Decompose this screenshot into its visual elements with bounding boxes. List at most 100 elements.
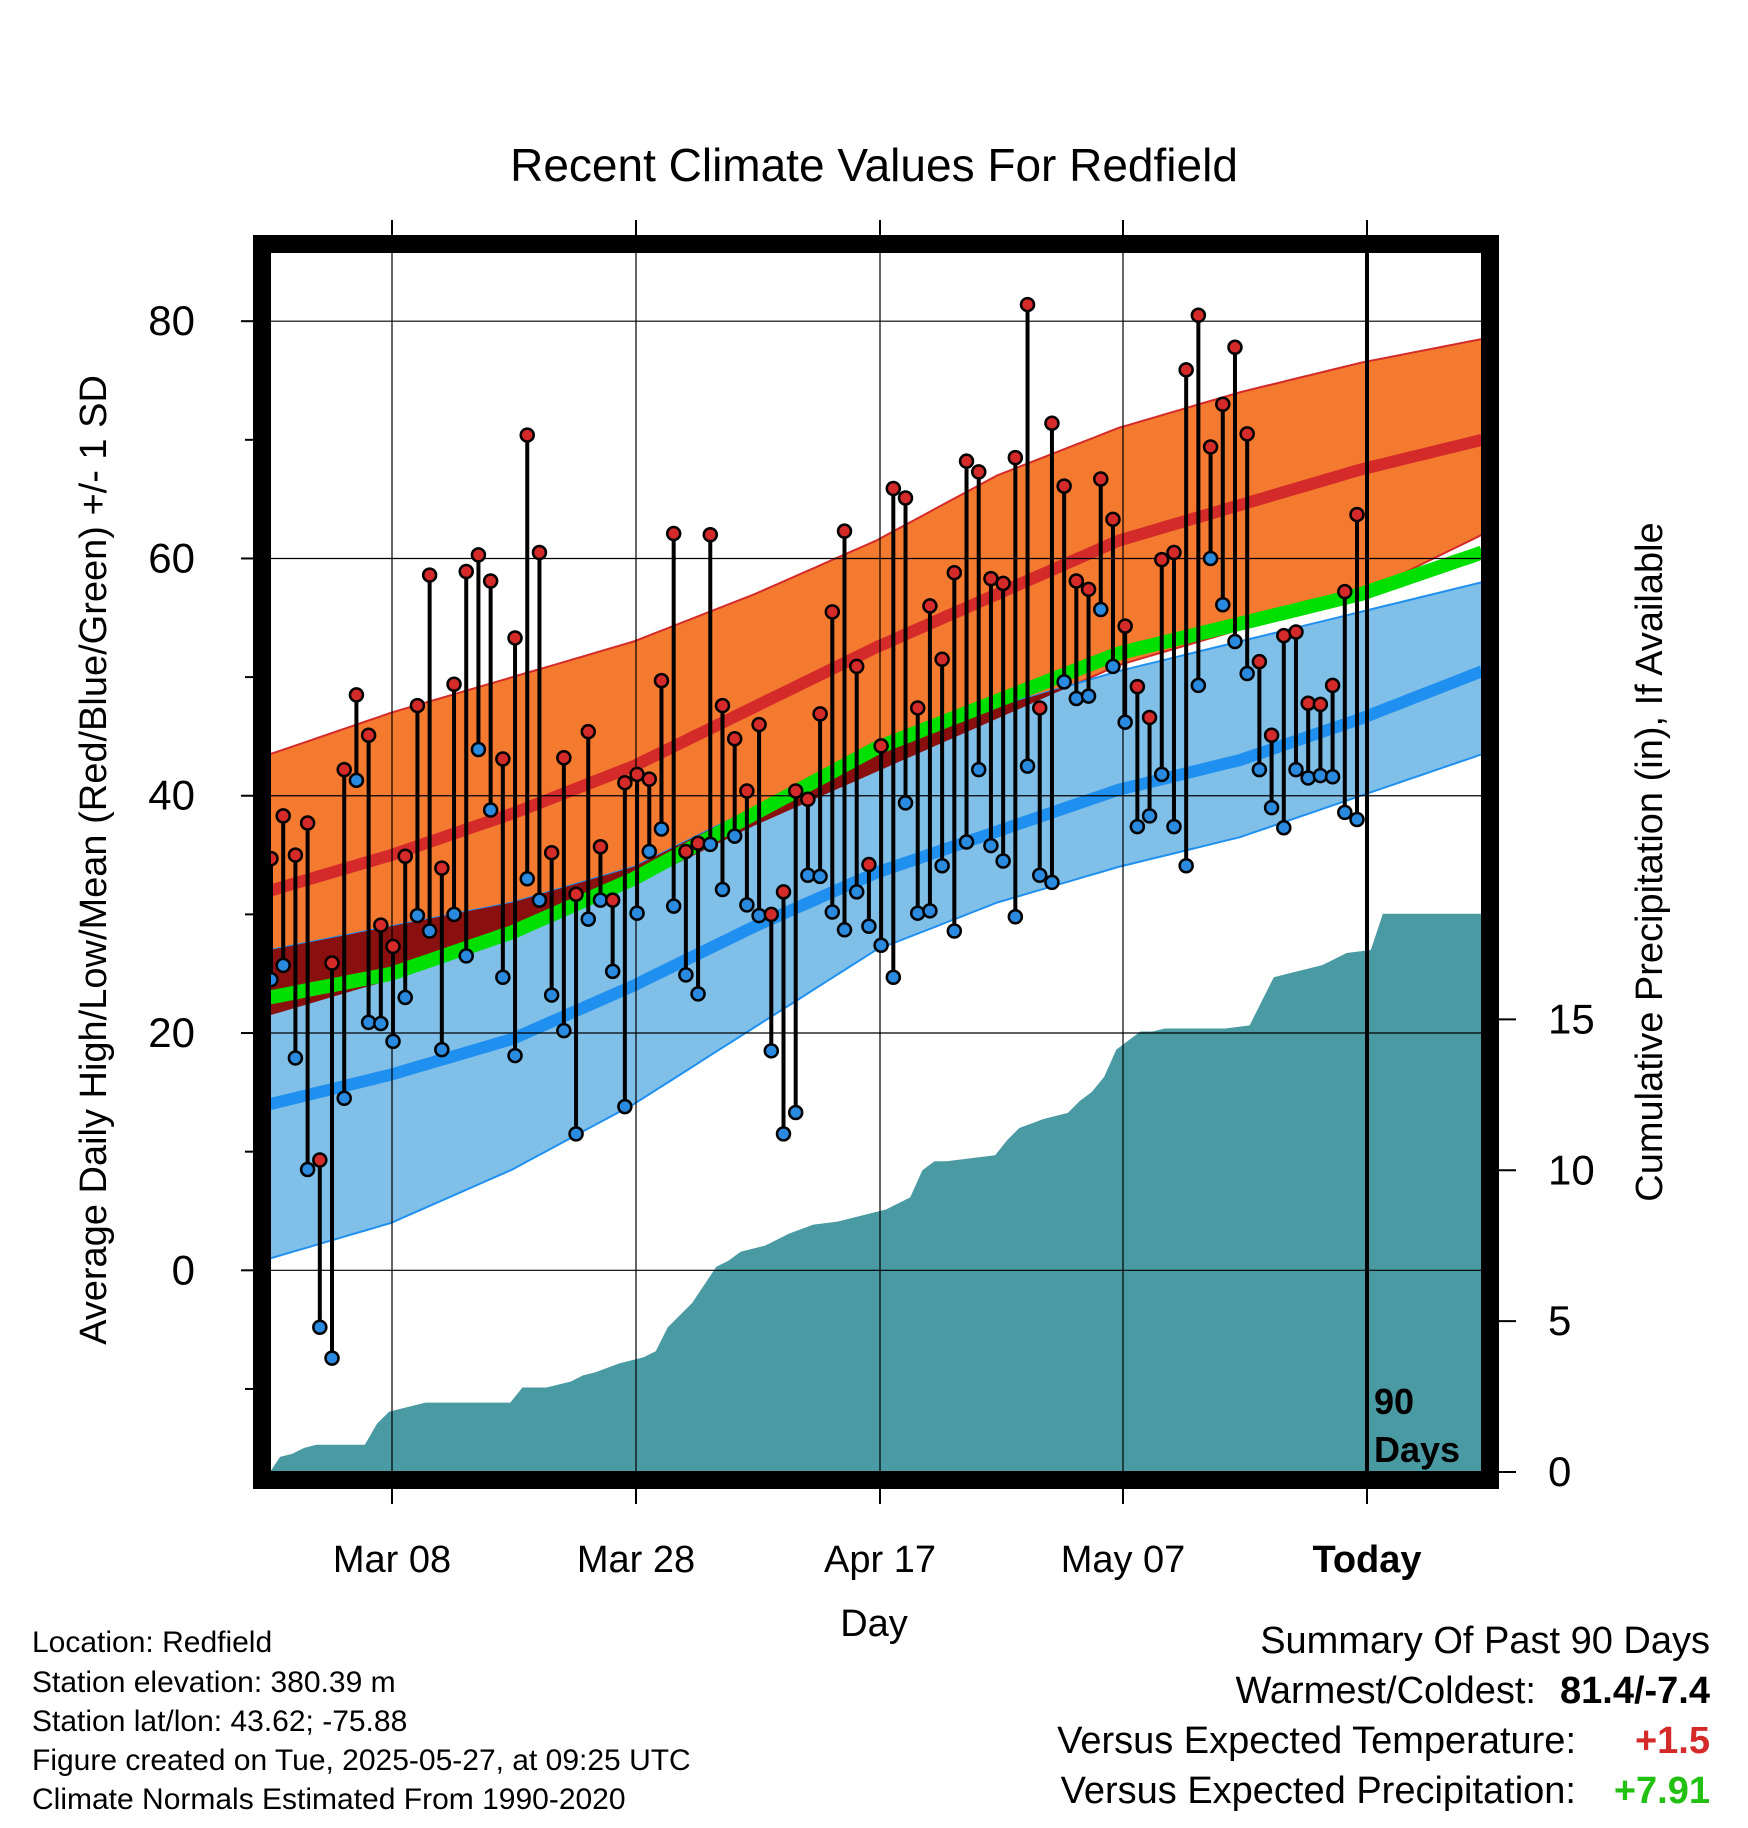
high-point [763, 906, 780, 923]
summary-precip-row: Versus Expected Precipitation: +7.91 [1061, 1770, 1710, 1813]
today-marker-label: Days [1374, 1429, 1460, 1470]
low-point [690, 986, 706, 1002]
high-point [299, 815, 316, 831]
high-point [458, 563, 474, 580]
low-point [1031, 867, 1048, 883]
low-point [1263, 799, 1280, 816]
low-point [1178, 857, 1194, 874]
y-tick-label: 60 [148, 534, 195, 581]
low-point [946, 923, 963, 939]
high-point [885, 480, 902, 497]
low-point [1093, 601, 1109, 618]
high-point [1337, 583, 1353, 600]
low-point [702, 836, 719, 853]
high-point [275, 808, 291, 824]
summary-precip-label: Versus Expected Precipitation: [1060, 1770, 1576, 1812]
high-point [934, 651, 950, 668]
low-point [617, 1098, 633, 1115]
low-point [1202, 550, 1219, 567]
precipitation-fill [270, 913, 1482, 1472]
low-point [543, 987, 560, 1003]
low-point [531, 892, 548, 908]
low-point [629, 905, 645, 921]
summary-temp-row: Versus Expected Temperature: +1.5 [1057, 1720, 1710, 1763]
high-point [653, 672, 670, 689]
low-point [1019, 758, 1036, 774]
low-point [275, 957, 291, 974]
low-point [1349, 811, 1365, 828]
high-point [995, 575, 1011, 592]
low-point [482, 802, 499, 818]
plot-border [253, 235, 1499, 1489]
x-tick-label: Today [1312, 1539, 1421, 1581]
high-point [775, 884, 792, 900]
low-point [641, 843, 658, 860]
high-point [360, 727, 377, 743]
high-point [1019, 296, 1036, 313]
low-point [421, 923, 438, 939]
high-point [922, 598, 938, 614]
high-point [1154, 551, 1170, 568]
low-point [324, 1350, 340, 1366]
low-point [775, 1126, 792, 1142]
low-point [739, 897, 755, 913]
normal-bands [270, 337, 1482, 1260]
precipitation-area [270, 913, 1482, 1472]
high-point [1007, 449, 1024, 466]
high-point [336, 761, 352, 778]
high-point [1312, 696, 1329, 713]
low-point [714, 881, 731, 898]
y2-tick-label: 5 [1548, 1297, 1571, 1344]
x-tick-label: Apr 17 [824, 1539, 936, 1581]
footer-elevation: Station elevation: 380.39 m [32, 1666, 396, 1699]
high-point [348, 687, 365, 703]
low-point [665, 898, 682, 914]
low-point [336, 1090, 352, 1107]
low-point [1324, 769, 1341, 785]
low-point [348, 772, 365, 789]
low-point [556, 1022, 572, 1039]
summary-precip-value: +7.91 [1613, 1770, 1710, 1812]
high-point [1227, 339, 1243, 356]
summary-warmest-label: Warmest/Coldest: [1235, 1670, 1536, 1712]
low-point [1044, 874, 1060, 891]
high-point [385, 938, 401, 955]
low-point [1288, 761, 1304, 778]
high-point [1044, 415, 1060, 431]
low-point [470, 741, 487, 758]
low-point [312, 1319, 328, 1336]
low-point [299, 1161, 316, 1178]
high-point [909, 700, 926, 716]
high-point [592, 839, 609, 855]
low-point [1117, 714, 1133, 730]
low-point [812, 868, 828, 885]
low-point [1227, 633, 1243, 650]
high-point [1251, 653, 1268, 670]
low-point [1239, 665, 1255, 682]
high-point [848, 658, 865, 675]
chart-title: Recent Climate Values For Redfield [510, 139, 1238, 191]
x-tick-label: Mar 28 [577, 1539, 695, 1581]
y2-tick-label: 15 [1548, 995, 1595, 1042]
high-point [556, 750, 572, 766]
y-tick-label: 0 [172, 1246, 195, 1293]
summary-temp-value: +1.5 [1634, 1720, 1710, 1762]
high-mean-normal-line [270, 433, 1482, 897]
low-point [958, 834, 975, 850]
high-point [861, 856, 877, 873]
low-point [385, 1033, 401, 1050]
high-point [470, 547, 487, 563]
high-point [1349, 506, 1365, 523]
high-point [1215, 396, 1231, 412]
high-point [1117, 618, 1133, 634]
high-point [1239, 426, 1255, 442]
daily-observations [263, 296, 1365, 1366]
low-point [1190, 677, 1207, 694]
high-point [665, 525, 682, 542]
high-point [543, 844, 560, 861]
low-point [580, 911, 597, 927]
high-point [373, 917, 389, 933]
low-point [983, 837, 999, 854]
low-point [519, 871, 535, 887]
x-tick-label: Mar 08 [333, 1539, 451, 1581]
